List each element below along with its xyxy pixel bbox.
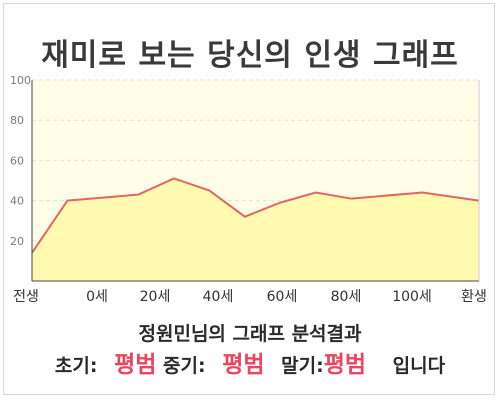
y-tick-label: 80 — [10, 114, 24, 127]
middle-label: 중기: — [163, 355, 206, 377]
x-tick-label: 0세 — [86, 289, 108, 305]
early-label: 초기: — [54, 355, 98, 377]
x-tick-label: 전생 — [13, 289, 39, 305]
middle-value: 평범 — [222, 352, 265, 378]
x-tick-label: 60세 — [267, 289, 298, 305]
analysis-summary: 정원민님의 그래프 분석결과 — [138, 323, 362, 345]
result-suffix: 입니다 — [392, 355, 446, 377]
series-area — [32, 178, 479, 281]
analysis-result: 초기: 평범 중기: 평범 말기:평범 입니다 — [0, 345, 500, 379]
x-tick-label: 80세 — [331, 289, 362, 305]
page-title: 재미로 보는 당신의 인생 그래프 — [41, 38, 459, 73]
series-line — [31, 177, 480, 254]
y-tick-label: 20 — [10, 235, 24, 248]
x-tick-label: 40세 — [203, 289, 234, 305]
y-tick-label: 40 — [10, 195, 24, 208]
x-tick-label: 100세 — [392, 289, 432, 305]
x-tick-label: 20세 — [140, 289, 171, 305]
late-label: 말기: — [281, 355, 324, 377]
late-value: 평범 — [323, 352, 367, 378]
early-value: 평범 — [114, 352, 157, 378]
x-tick-label: 환생 — [461, 289, 487, 305]
y-tick-label: 100 — [10, 74, 31, 87]
y-tick-label: 60 — [10, 154, 24, 167]
